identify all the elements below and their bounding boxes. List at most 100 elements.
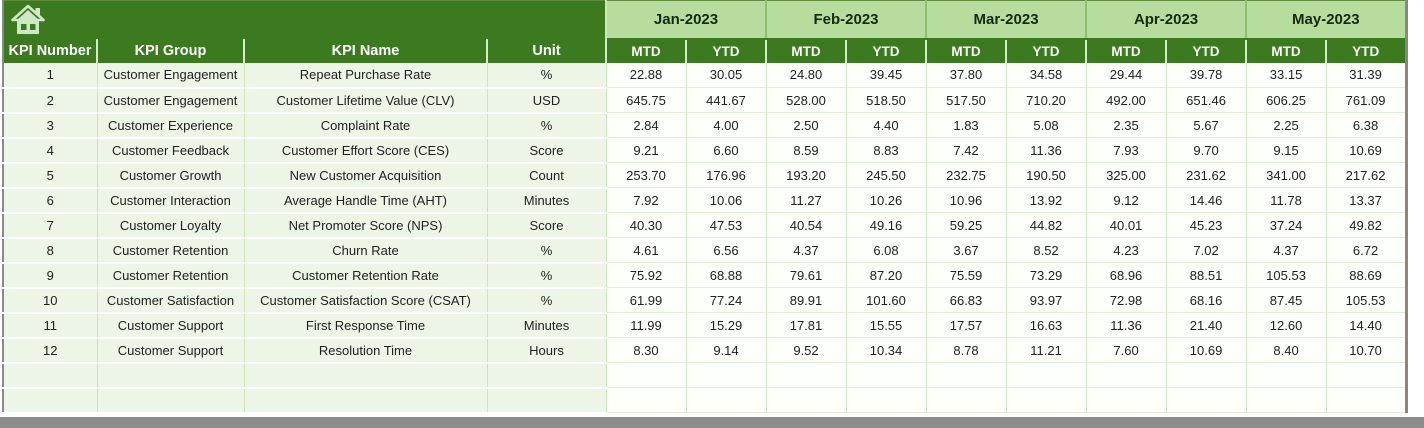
unit-cell[interactable]: % <box>487 287 607 314</box>
value-cell[interactable]: 6.60 <box>685 137 766 163</box>
kpi-name-cell[interactable]: Customer Satisfaction Score (CSAT) <box>244 287 488 314</box>
value-cell[interactable]: 14.40 <box>1325 312 1407 338</box>
month-header-feb[interactable]: Feb-2023 <box>764 0 927 40</box>
value-cell[interactable]: 518.50 <box>845 87 927 113</box>
value-cell[interactable]: 11.21 <box>1005 337 1087 363</box>
value-cell[interactable]: 10.69 <box>1165 337 1247 363</box>
unit-cell[interactable]: % <box>487 62 607 89</box>
value-cell[interactable] <box>1325 362 1407 388</box>
value-cell[interactable]: 10.96 <box>925 187 1007 213</box>
value-cell[interactable]: 2.50 <box>765 112 846 138</box>
value-cell[interactable]: 87.20 <box>845 262 927 288</box>
kpi-name-cell[interactable]: Average Handle Time (AHT) <box>244 187 488 214</box>
header-kpi-name[interactable]: KPI Name <box>243 38 487 63</box>
value-cell[interactable]: 190.50 <box>1005 162 1087 188</box>
kpi-name-cell[interactable]: Customer Lifetime Value (CLV) <box>244 87 488 114</box>
value-cell[interactable]: 2.35 <box>1085 112 1167 138</box>
value-cell[interactable]: 9.21 <box>605 137 686 163</box>
kpi-group-cell[interactable]: Customer Retention <box>97 237 245 264</box>
value-cell[interactable]: 217.62 <box>1325 162 1407 188</box>
kpi-group-cell[interactable]: Customer Interaction <box>97 187 245 214</box>
bottom-scrollbar-track[interactable] <box>0 417 1424 428</box>
subheader-ytd[interactable]: YTD <box>1325 38 1407 63</box>
value-cell[interactable]: 68.16 <box>1165 287 1247 313</box>
kpi-group-cell[interactable]: Customer Satisfaction <box>97 287 245 314</box>
kpi-group-cell[interactable]: Customer Experience <box>97 112 245 139</box>
value-cell[interactable]: 8.59 <box>765 137 846 163</box>
kpi-number-cell[interactable]: 6 <box>3 187 98 214</box>
value-cell[interactable]: 93.97 <box>1005 287 1087 313</box>
value-cell[interactable]: 40.30 <box>605 212 686 238</box>
value-cell[interactable]: 66.83 <box>925 287 1007 313</box>
kpi-group-cell[interactable]: Customer Engagement <box>97 62 245 89</box>
kpi-name-cell[interactable]: Repeat Purchase Rate <box>244 62 488 89</box>
value-cell[interactable]: 4.40 <box>845 112 927 138</box>
value-cell[interactable] <box>605 387 686 413</box>
value-cell[interactable]: 7.42 <box>925 137 1007 163</box>
kpi-group-cell[interactable]: Customer Growth <box>97 162 245 189</box>
value-cell[interactable]: 89.91 <box>765 287 846 313</box>
value-cell[interactable]: 6.38 <box>1325 112 1407 138</box>
value-cell[interactable]: 4.37 <box>1245 237 1327 263</box>
value-cell[interactable]: 1.83 <box>925 112 1007 138</box>
kpi-name-cell[interactable]: Customer Effort Score (CES) <box>244 137 488 164</box>
value-cell[interactable]: 325.00 <box>1085 162 1167 188</box>
unit-cell[interactable]: Count <box>487 162 607 189</box>
value-cell[interactable]: 59.25 <box>925 212 1007 238</box>
value-cell[interactable]: 87.45 <box>1245 287 1327 313</box>
value-cell[interactable]: 4.61 <box>605 237 686 263</box>
value-cell[interactable]: 245.50 <box>845 162 927 188</box>
kpi-name-cell[interactable]: Resolution Time <box>244 337 488 364</box>
value-cell[interactable]: 11.36 <box>1005 137 1087 163</box>
value-cell[interactable]: 73.29 <box>1005 262 1087 288</box>
value-cell[interactable]: 10.34 <box>845 337 927 363</box>
value-cell[interactable]: 79.61 <box>765 262 846 288</box>
kpi-number-cell[interactable]: 3 <box>3 112 98 139</box>
value-cell[interactable]: 2.25 <box>1245 112 1327 138</box>
value-cell[interactable]: 6.72 <box>1325 237 1407 263</box>
value-cell[interactable]: 492.00 <box>1085 87 1167 113</box>
subheader-mtd[interactable]: MTD <box>605 38 686 63</box>
kpi-number-cell[interactable]: 2 <box>3 87 98 114</box>
kpi-group-cell[interactable]: Customer Engagement <box>97 87 245 114</box>
value-cell[interactable] <box>925 362 1007 388</box>
kpi-name-cell[interactable] <box>244 387 488 414</box>
value-cell[interactable] <box>1085 362 1167 388</box>
value-cell[interactable] <box>605 362 686 388</box>
value-cell[interactable]: 45.23 <box>1165 212 1247 238</box>
value-cell[interactable] <box>685 362 766 388</box>
value-cell[interactable]: 12.60 <box>1245 312 1327 338</box>
unit-cell[interactable]: Score <box>487 137 607 164</box>
value-cell[interactable]: 253.70 <box>605 162 686 188</box>
value-cell[interactable]: 2.84 <box>605 112 686 138</box>
kpi-number-cell[interactable]: 8 <box>3 237 98 264</box>
value-cell[interactable]: 11.78 <box>1245 187 1327 213</box>
value-cell[interactable]: 37.80 <box>925 62 1007 88</box>
kpi-number-cell[interactable] <box>3 387 98 414</box>
value-cell[interactable] <box>1005 362 1087 388</box>
value-cell[interactable] <box>1165 387 1247 413</box>
unit-cell[interactable]: % <box>487 237 607 264</box>
value-cell[interactable]: 39.45 <box>845 62 927 88</box>
month-header-mar[interactable]: Mar-2023 <box>925 0 1087 40</box>
kpi-name-cell[interactable]: Net Promoter Score (NPS) <box>244 212 488 239</box>
value-cell[interactable]: 29.44 <box>1085 62 1167 88</box>
value-cell[interactable]: 441.67 <box>685 87 766 113</box>
unit-cell[interactable]: Minutes <box>487 312 607 339</box>
unit-cell[interactable]: % <box>487 112 607 139</box>
unit-cell[interactable]: Hours <box>487 337 607 364</box>
kpi-number-cell[interactable]: 4 <box>3 137 98 164</box>
value-cell[interactable]: 68.96 <box>1085 262 1167 288</box>
value-cell[interactable]: 49.16 <box>845 212 927 238</box>
home-icon[interactable] <box>10 4 605 36</box>
value-cell[interactable]: 10.69 <box>1325 137 1407 163</box>
value-cell[interactable]: 8.52 <box>1005 237 1087 263</box>
month-header-jan[interactable]: Jan-2023 <box>606 0 766 40</box>
value-cell[interactable]: 710.20 <box>1005 87 1087 113</box>
kpi-name-cell[interactable]: First Response Time <box>244 312 488 339</box>
unit-cell[interactable] <box>487 387 607 414</box>
value-cell[interactable]: 47.53 <box>685 212 766 238</box>
value-cell[interactable]: 105.53 <box>1325 287 1407 313</box>
value-cell[interactable] <box>1245 387 1327 413</box>
value-cell[interactable]: 11.36 <box>1085 312 1167 338</box>
